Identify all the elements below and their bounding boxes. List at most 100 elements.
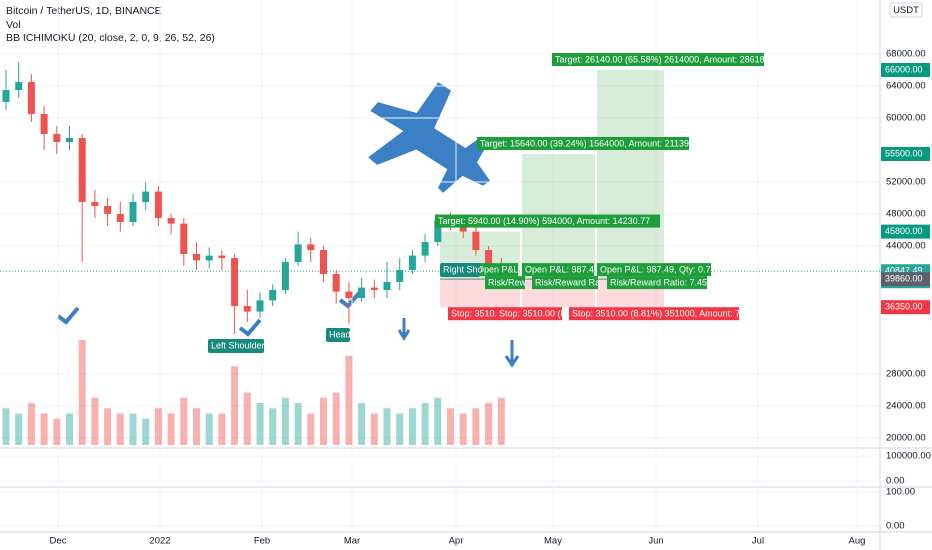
annotation-box: [326, 328, 350, 342]
candle-body: [434, 220, 442, 242]
volume-bar: [180, 397, 188, 445]
rr-label: Risk/Reward Ratio: 7.45: [610, 277, 707, 287]
volume-bar: [53, 418, 61, 445]
volume-bar: [421, 403, 429, 445]
rr-label: Risk/Reward Ra: [535, 277, 600, 287]
volume-bar: [294, 403, 302, 445]
volume-bar: [320, 397, 327, 445]
price-label-box: [881, 224, 930, 239]
annotation: Left Shoulder: [211, 340, 265, 350]
marks: Target: 5940.00 (14.90%) 594000, Amount:…: [2, 53, 777, 445]
airplane-icon: [368, 82, 490, 193]
price-label: 39860.00: [885, 273, 923, 283]
stop-label-box: [448, 307, 498, 321]
y-tick-label: 68000.00: [886, 49, 926, 60]
volume-bar: [205, 413, 213, 445]
currency[interactable]: USDT: [893, 5, 919, 16]
price-label: 55500.00: [885, 148, 923, 158]
candle-body: [104, 206, 112, 214]
candle-body: [154, 191, 162, 218]
volume-bar: [307, 413, 315, 445]
pnl-label: Open P&L: 987.49, Qty: 0.712: [600, 264, 721, 274]
target-label: Target: 26140.00 (65.58%) 2614000, Amoun…: [555, 54, 777, 64]
volume-bar: [78, 340, 86, 445]
annotation-box: [440, 263, 480, 277]
x-tick-label: Jul: [752, 536, 764, 547]
target-label: Target: 15640.00 (39.24%) 1564000, Amoun…: [480, 138, 697, 148]
candle-body: [383, 282, 391, 290]
stop-label-box: [569, 307, 739, 321]
volume-bar: [358, 403, 366, 445]
volume-bar: [154, 408, 162, 445]
target-label: Target: 5940.00 (14.90%) 594000, Amount:…: [438, 216, 650, 226]
y-tick-label: 52000.00: [886, 177, 926, 188]
volume-bar: [256, 403, 264, 445]
rr-label-box: [607, 276, 707, 290]
volume-bar: [396, 413, 404, 445]
x-tick-label: May: [544, 536, 562, 547]
volume-bar: [15, 413, 23, 445]
candle-body: [307, 244, 315, 250]
candle-body: [320, 250, 327, 274]
volume-bar: [218, 413, 226, 445]
candle-body: [205, 255, 213, 261]
y-tick-label: 100000.00: [886, 451, 931, 462]
candle-body: [485, 250, 493, 266]
volume-bar: [370, 413, 378, 445]
price-label-box: [881, 300, 930, 315]
price-label: 36350.00: [885, 302, 923, 312]
y-tick-label: 0.00: [886, 521, 905, 532]
volume-bar: [243, 392, 251, 445]
down-arrow: [397, 318, 411, 341]
stop-label: Stop: 3510.00 (8.8: [499, 309, 573, 319]
volume-bar: [142, 418, 150, 445]
candle-body: [91, 202, 99, 206]
volume-bar: [459, 413, 467, 445]
annotation: Right Sho: [443, 264, 483, 274]
currency-box[interactable]: [889, 2, 923, 18]
candle-body: [231, 258, 239, 306]
volume-bar: [447, 408, 454, 445]
volume-bar: [434, 397, 442, 445]
candle-body: [408, 255, 416, 270]
rr-label-box: [532, 276, 598, 290]
pnl-label-box: [522, 263, 594, 277]
y-tick-label: 60000.00: [886, 113, 926, 124]
volume-bar: [104, 408, 112, 445]
annotation: Head: [329, 329, 351, 339]
volume-bar: [167, 413, 175, 445]
target-label-box: [435, 214, 660, 228]
y-tick-label: 20000.00: [886, 433, 926, 444]
volume-bar: [91, 397, 99, 445]
candle-body: [66, 138, 73, 142]
check-mark: [238, 318, 262, 337]
volume-bar: [193, 408, 200, 445]
x-tick-label: Aug: [849, 536, 866, 547]
target-label-box: [477, 137, 689, 150]
volume-bar: [497, 397, 505, 445]
y-tick-label: 64000.00: [886, 81, 926, 92]
stop-label: Stop: 3510.: [451, 309, 497, 319]
y-tick-label: 48000.00: [886, 209, 926, 220]
y-tick-label: 44000.00: [886, 241, 926, 252]
volume-bar: [383, 408, 391, 445]
check-mark: [338, 290, 362, 309]
candle-body: [269, 290, 277, 301]
candle-body: [53, 134, 61, 142]
x-tick-label: Apr: [449, 536, 464, 547]
volume-title: Vol: [6, 19, 21, 31]
target-label-box: [552, 53, 764, 66]
candle-body: [129, 202, 137, 222]
rr-label-box: [485, 276, 525, 290]
candle-body: [116, 214, 124, 222]
volume-bar: [269, 408, 277, 445]
pnl-label: Open P&L:: [477, 264, 521, 274]
candle-body: [256, 300, 264, 312]
volume-bar: [485, 403, 493, 445]
candle-body: [2, 90, 10, 102]
y-tick-label: 24000.00: [886, 401, 926, 412]
target-zone: [597, 70, 664, 280]
pnl-label-box: [474, 263, 518, 277]
